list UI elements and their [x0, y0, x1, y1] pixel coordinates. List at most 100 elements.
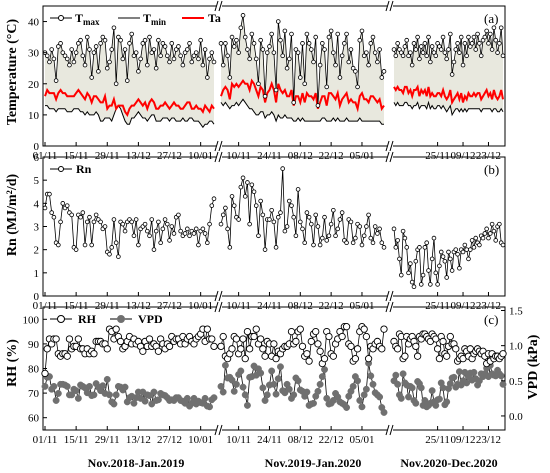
y-axis-label-rh: RH (%): [5, 339, 20, 387]
tmax-point: [313, 34, 319, 40]
vpd-point: [272, 390, 280, 398]
rh-point: [90, 350, 98, 358]
rn-point: [229, 194, 235, 199]
rn-point: [437, 263, 442, 269]
tmax-point: [113, 81, 119, 87]
x-tick-label: 15/11: [64, 150, 89, 162]
tmax-point: [64, 56, 70, 62]
vpd-point: [277, 363, 284, 371]
tmax-point: [453, 47, 459, 52]
rn-point: [280, 166, 285, 171]
rn-point: [111, 217, 117, 222]
rh-point: [252, 325, 260, 333]
tmax-point: [100, 34, 106, 40]
tmax-point: [209, 50, 215, 55]
tmax-point: [440, 34, 446, 40]
tmax-point: [328, 28, 334, 34]
legend-marker-vpd: [117, 315, 125, 323]
plot-frame: [42, 5, 506, 147]
rh-point: [307, 337, 315, 346]
x-tick-label: 08/12: [288, 300, 313, 312]
x-tick-label: 22/12: [319, 434, 344, 446]
rh-point: [303, 350, 311, 358]
vpd-point: [259, 384, 267, 392]
vpd-point: [106, 391, 113, 399]
tmax-point: [429, 44, 435, 49]
x-tick-label: 13/12: [126, 300, 151, 312]
vpd-point: [241, 391, 249, 399]
x-tick-label: 25/11: [425, 300, 450, 312]
rn-point: [267, 217, 272, 222]
vpd-point: [239, 383, 247, 391]
tmax-point: [278, 37, 283, 43]
rn-point: [372, 224, 378, 229]
rn-point: [202, 231, 208, 236]
tmax-point: [225, 53, 230, 59]
rn-point: [309, 221, 314, 227]
tmax-point: [391, 47, 397, 52]
rn-point: [153, 228, 159, 234]
tmax-point: [256, 81, 261, 87]
x-tick-label: 05/01: [349, 150, 374, 162]
rn-point: [122, 228, 128, 234]
rn-point: [162, 217, 168, 222]
tmax-point: [127, 41, 132, 46]
rn-point: [466, 256, 471, 262]
x-tick-label: 24/11: [257, 150, 282, 162]
rh-point: [351, 355, 360, 363]
rn-point: [218, 221, 224, 227]
rn-point: [297, 219, 303, 225]
tmax-point: [333, 62, 338, 68]
y-tick-label: 20: [28, 79, 40, 91]
rh-point: [261, 352, 269, 360]
tmax-point: [366, 62, 371, 68]
series-line-tmin: [45, 104, 215, 129]
tmax-point: [196, 56, 201, 62]
rh-point: [329, 352, 337, 360]
tmax-point: [273, 87, 279, 93]
rn-point: [64, 203, 70, 208]
rn-point: [209, 203, 215, 208]
tmax-point: [497, 41, 502, 46]
rn-point: [381, 245, 387, 250]
tmax-point: [187, 41, 192, 46]
y-tick-label: 40: [28, 17, 40, 29]
tmax-point: [486, 41, 491, 46]
legend-marker-rn: [58, 166, 64, 172]
legend-marker-tmax: [58, 15, 64, 21]
tmax-point: [182, 50, 188, 55]
rn-point: [225, 226, 230, 232]
rn-point: [240, 175, 246, 181]
tmax-point: [116, 34, 121, 40]
panel-c-humidity-vpd: 60 70 80 90 100 0.0 0.5 1.0 1.5 01/11 15/11 29/11 13…: [23, 301, 523, 446]
tmax-point: [180, 62, 186, 68]
vpd-point: [112, 391, 120, 399]
legend-label-rh: RH: [78, 312, 97, 326]
x-tick-label: 24/11: [257, 434, 282, 446]
tmax-point: [446, 47, 451, 52]
vpd-point: [408, 384, 416, 392]
tmax-point: [415, 34, 420, 40]
rh-point: [378, 345, 386, 353]
rn-point: [433, 270, 439, 276]
tmax-point: [271, 50, 277, 55]
tmax-point: [53, 78, 59, 83]
rh-point: [203, 325, 211, 333]
x-tick-label: 10/11: [226, 150, 251, 162]
tmax-point: [346, 59, 352, 65]
rh-point: [165, 342, 174, 351]
axis-break-mask: [216, 151, 222, 163]
tmax-point: [262, 93, 268, 99]
tmax-point: [205, 75, 210, 80]
rn-point: [200, 226, 206, 232]
rn-point: [402, 235, 408, 241]
axis-break-mark: [389, 140, 394, 152]
rn-point: [480, 235, 486, 241]
rh-point: [316, 347, 324, 355]
tmax-point: [73, 50, 79, 55]
rn-point: [442, 258, 448, 264]
tmax-point: [417, 56, 422, 62]
rn-point: [178, 228, 183, 234]
tmax-point: [264, 50, 270, 55]
tmax-point: [111, 25, 117, 31]
